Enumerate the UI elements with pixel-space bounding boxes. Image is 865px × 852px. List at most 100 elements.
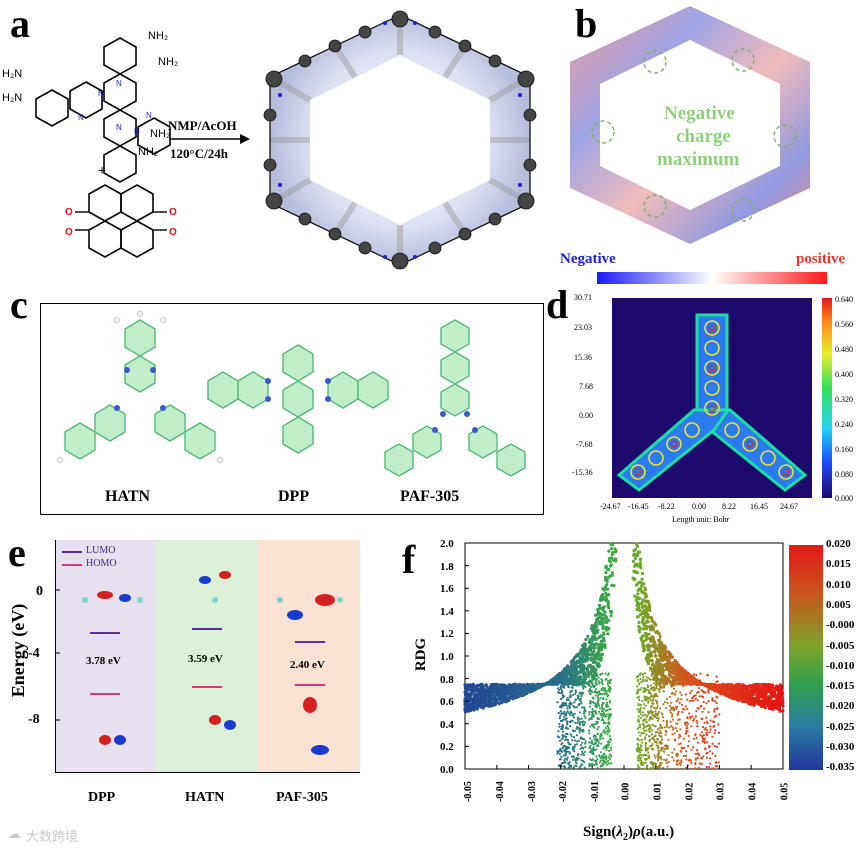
rdg-point bbox=[557, 691, 560, 694]
rdg-point bbox=[609, 757, 612, 761]
rdg-point bbox=[753, 683, 757, 687]
rdg-point bbox=[649, 651, 653, 655]
rdg-point bbox=[510, 683, 514, 687]
rdg-point bbox=[673, 661, 677, 665]
rdg-point bbox=[604, 591, 608, 595]
rdg-point bbox=[583, 642, 587, 646]
rdg-point bbox=[685, 729, 688, 733]
rdg-point bbox=[648, 605, 652, 610]
rdg-point bbox=[605, 597, 609, 601]
rdg-point bbox=[659, 662, 663, 666]
elf-cbar-tick: 0.000 bbox=[835, 494, 853, 503]
rdg-point bbox=[581, 647, 585, 651]
rdg-point bbox=[673, 684, 676, 687]
rdg-point bbox=[607, 762, 610, 765]
rdg-point bbox=[696, 748, 699, 751]
panel-label-d: d bbox=[546, 282, 569, 327]
rdg-point bbox=[653, 689, 656, 692]
rdg-point bbox=[609, 609, 613, 613]
rdg-point bbox=[572, 693, 575, 697]
rdg-point bbox=[641, 571, 645, 576]
rdg-point bbox=[673, 675, 677, 679]
rdg-point bbox=[670, 692, 673, 695]
rdg-point bbox=[638, 739, 641, 742]
rdg-point bbox=[672, 687, 675, 690]
rdg-point bbox=[756, 700, 760, 704]
rdg-point bbox=[694, 697, 697, 700]
rdg-point bbox=[642, 582, 646, 586]
rdg-point bbox=[641, 590, 645, 594]
rdg-point bbox=[595, 762, 598, 765]
dpp-molecule bbox=[207, 344, 389, 454]
rdg-point bbox=[660, 761, 663, 764]
band-gap-paf-305: 2.40 eV bbox=[290, 659, 325, 671]
rdg-point bbox=[758, 688, 762, 692]
rdg-point bbox=[607, 727, 610, 730]
rdg-point bbox=[561, 737, 564, 740]
rdg-point bbox=[564, 752, 567, 755]
rdg-point bbox=[638, 608, 642, 612]
rdg-point bbox=[564, 672, 567, 675]
rdg-point bbox=[608, 681, 611, 685]
rdg-point bbox=[645, 688, 648, 691]
elf-cbar-tick: 0.080 bbox=[835, 470, 853, 479]
rdg-cbar-tick-label: -0.030 bbox=[826, 741, 855, 753]
rdg-point bbox=[638, 698, 641, 701]
rdg-point bbox=[660, 667, 664, 671]
rdg-point bbox=[578, 718, 581, 721]
rdg-point bbox=[613, 547, 617, 551]
rdg-point bbox=[583, 651, 587, 655]
rdg-point bbox=[566, 727, 570, 730]
rdg-point bbox=[567, 705, 570, 708]
rdg-point bbox=[523, 688, 527, 692]
rdg-point bbox=[657, 667, 661, 671]
rdg-point bbox=[594, 623, 598, 627]
rdg-point bbox=[576, 670, 580, 674]
rdg-point bbox=[668, 664, 672, 668]
rdg-point bbox=[554, 679, 558, 683]
rdg-point bbox=[650, 733, 653, 736]
rdg-point bbox=[597, 676, 600, 679]
rdg-point bbox=[584, 710, 587, 713]
rdg-point bbox=[682, 680, 685, 683]
rdg-point bbox=[610, 553, 614, 557]
rdg-point bbox=[599, 622, 603, 626]
esp-color-scale-bar bbox=[597, 272, 827, 284]
rdg-point bbox=[704, 683, 707, 686]
rdg-point bbox=[583, 708, 586, 711]
rdg-point bbox=[588, 746, 591, 749]
rdg-point bbox=[570, 735, 573, 738]
rdg-point bbox=[607, 575, 611, 579]
rdg-point bbox=[466, 708, 470, 712]
elf-cbar-tick: 0.480 bbox=[835, 345, 853, 354]
rdg-point bbox=[598, 655, 603, 659]
rdg-point bbox=[607, 619, 611, 623]
rdg-point bbox=[678, 678, 681, 681]
rdg-point bbox=[649, 644, 653, 648]
rdg-point bbox=[605, 692, 608, 695]
rdg-point bbox=[645, 733, 648, 736]
rdg-point bbox=[613, 550, 618, 554]
nh2-label-bottom: NH₂ bbox=[138, 146, 159, 158]
rdg-point bbox=[582, 720, 585, 723]
rdg-point bbox=[702, 737, 705, 741]
rdg-point bbox=[596, 766, 599, 769]
rdg-point bbox=[659, 687, 662, 690]
rdg-point bbox=[593, 684, 597, 687]
rdg-point bbox=[696, 725, 699, 728]
rdg-point bbox=[578, 766, 581, 769]
rdg-point bbox=[639, 566, 643, 570]
rdg-point bbox=[645, 754, 648, 757]
rdg-point bbox=[655, 740, 658, 743]
rdg-point bbox=[574, 698, 577, 701]
rdg-point bbox=[680, 693, 683, 697]
rdg-point bbox=[707, 711, 710, 714]
rdg-point bbox=[763, 700, 767, 704]
rdg-point bbox=[563, 685, 566, 688]
elf-cbar-tick: 0.400 bbox=[835, 370, 853, 379]
rdg-point bbox=[670, 662, 674, 666]
rdg-point bbox=[639, 734, 642, 737]
elf-ytick: 7.68 bbox=[579, 382, 593, 391]
rdg-point bbox=[714, 754, 717, 757]
rdg-point bbox=[603, 756, 607, 759]
